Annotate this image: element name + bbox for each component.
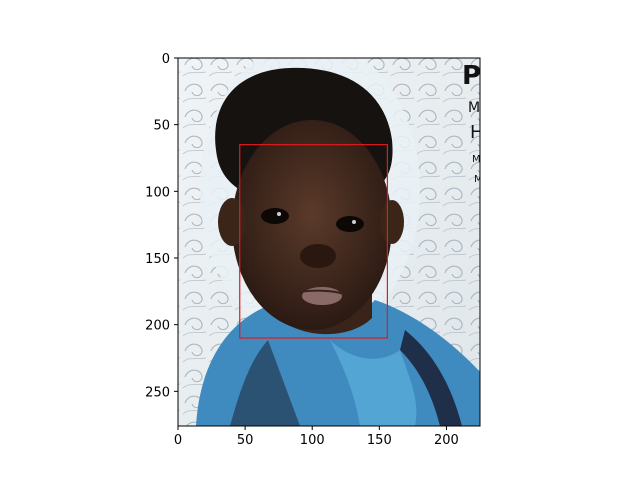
face	[232, 120, 392, 330]
nose	[300, 244, 336, 268]
y-tick-label: 0	[162, 52, 170, 67]
y-axis: 0 50 100 150 200 250	[145, 52, 178, 400]
x-tick-label: 50	[237, 433, 254, 448]
watermark-glyph: H	[470, 122, 484, 143]
y-tick-label: 250	[145, 385, 170, 400]
right-ear	[380, 200, 404, 244]
watermark-glyph: M	[472, 154, 481, 165]
y-tick-label: 150	[145, 252, 170, 267]
watermark-glyph: M	[468, 100, 480, 116]
x-tick-label: 150	[367, 433, 392, 448]
x-tick-label: 200	[434, 433, 459, 448]
portrait-image: P M H M M	[178, 58, 484, 426]
right-eye	[336, 216, 364, 232]
x-axis: 0 50 100 150 200	[174, 426, 459, 448]
left-ear	[218, 198, 246, 246]
shirt-strap	[400, 330, 462, 426]
x-tick-label: 0	[174, 433, 182, 448]
shirt-shadow	[230, 340, 300, 426]
y-tick-label: 50	[153, 119, 170, 134]
watermark-glyph: P	[462, 61, 481, 91]
face-bounding-box	[239, 144, 388, 339]
left-eye	[261, 208, 289, 224]
axes-frame	[177, 57, 481, 427]
x-tick-label: 100	[300, 433, 325, 448]
shirt-fold	[330, 340, 417, 426]
watermark-glyph: M	[474, 174, 483, 185]
mouth	[302, 287, 342, 305]
y-tick-label: 200	[145, 319, 170, 334]
y-tick-label: 100	[145, 185, 170, 200]
